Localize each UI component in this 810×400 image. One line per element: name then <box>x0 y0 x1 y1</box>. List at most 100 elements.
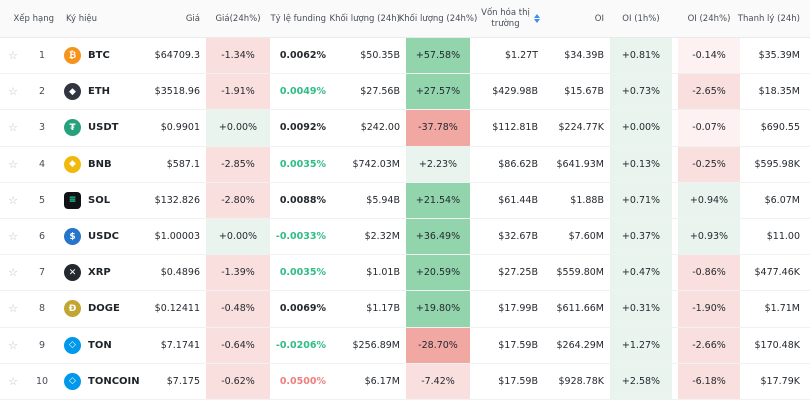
funding-rate: 0.0035% <box>279 158 326 170</box>
symbol-label: SOL <box>88 194 111 206</box>
favorite-star-icon[interactable]: ☆ <box>8 230 18 244</box>
market-cap: $27.25B <box>498 267 538 279</box>
table-row[interactable]: ☆ 1 ₿ BTC $64709.3 -1.34% 0.0062% $50.35… <box>0 38 810 75</box>
rank: 10 <box>35 375 49 387</box>
col-header-market-cap[interactable]: Vốn hóa thị trường <box>470 8 550 29</box>
table-body: ☆ 1 ₿ BTC $64709.3 -1.34% 0.0062% $50.35… <box>0 38 810 400</box>
volume-24h: $27.56B <box>360 86 400 98</box>
rank: 8 <box>38 303 46 315</box>
volume-change-24h: +2.23% <box>406 146 470 182</box>
table-row[interactable]: ☆ 10 ◇ TONCOIN $7.175 -0.62% 0.0500% $6.… <box>0 363 810 400</box>
funding-rate: 0.0088% <box>279 194 326 206</box>
symbol-label: BTC <box>88 50 110 62</box>
price: $0.9901 <box>160 122 200 134</box>
oi-24h-change: +0.94% <box>678 182 740 218</box>
symbol-label: USDC <box>88 231 119 243</box>
col-header-price-change-24h[interactable]: Giá(24h%) <box>215 13 261 24</box>
oi-24h-change: -6.18% <box>678 363 740 399</box>
symbol-cell[interactable]: ≡ SOL <box>58 183 146 218</box>
volume-24h: $2.32M <box>364 231 400 243</box>
col-header-symbol[interactable]: Ký hiệu <box>66 13 98 24</box>
oi-1h-change: +0.47% <box>610 255 672 291</box>
oi-24h-change: -0.07% <box>678 110 740 146</box>
col-header-price[interactable]: Giá <box>185 13 200 24</box>
rank: 4 <box>38 158 46 170</box>
coin-icon: Ð <box>64 300 81 318</box>
volume-24h: $256.89M <box>352 339 400 351</box>
favorite-star-icon[interactable]: ☆ <box>8 49 18 63</box>
liquidation-24h: $595.98K <box>754 158 800 170</box>
liquidation-24h: $18.35M <box>758 86 800 98</box>
market-cap: $86.62B <box>498 158 538 170</box>
price: $0.4896 <box>160 267 200 279</box>
price-change-24h: -1.91% <box>206 74 270 110</box>
table-row[interactable]: ☆ 4 ◆ BNB $587.1 -2.85% 0.0035% $742.03M… <box>0 146 810 183</box>
price-change-24h: +0.00% <box>206 218 270 255</box>
open-interest: $559.80M <box>556 267 604 279</box>
price-change-24h: -2.80% <box>206 182 270 218</box>
coin-icon: ✕ <box>64 264 81 282</box>
col-header-volume-change-24h[interactable]: Khối lượng (24h%) <box>398 13 478 24</box>
funding-rate: 0.0062% <box>279 50 326 62</box>
col-header-oi-1h[interactable]: OI (1h%) <box>622 13 660 24</box>
volume-change-24h: +27.57% <box>406 74 470 110</box>
oi-1h-change: +1.27% <box>610 327 672 363</box>
price-change-24h: -1.34% <box>206 38 270 74</box>
liquidation-24h: $690.55 <box>760 122 800 134</box>
coin-icon: $ <box>64 228 81 246</box>
favorite-star-icon[interactable]: ☆ <box>8 85 18 99</box>
price-change-24h: -2.85% <box>206 146 270 182</box>
liquidation-24h: $1.71M <box>764 303 800 315</box>
market-cap: $32.67B <box>498 231 538 243</box>
rank: 7 <box>38 267 46 279</box>
favorite-star-icon[interactable]: ☆ <box>8 302 18 316</box>
symbol-cell[interactable]: ◇ TONCOIN <box>58 364 146 399</box>
col-header-oi-24h[interactable]: OI (24h%) <box>687 13 731 24</box>
table-row[interactable]: ☆ 7 ✕ XRP $0.4896 -1.39% 0.0035% $1.01B … <box>0 255 810 292</box>
col-header-rank[interactable]: Xếp hạng <box>13 13 54 24</box>
oi-1h-change: +0.81% <box>610 38 672 74</box>
symbol-cell[interactable]: ◆ ETH <box>58 74 146 109</box>
liquidation-24h: $170.48K <box>754 339 800 351</box>
symbol-cell[interactable]: Ð DOGE <box>58 291 146 326</box>
volume-change-24h: -7.42% <box>406 363 470 399</box>
symbol-label: DOGE <box>88 303 120 315</box>
coin-icon: ◇ <box>64 336 81 354</box>
symbol-cell[interactable]: ✕ XRP <box>58 255 146 290</box>
symbol-cell[interactable]: ₮ USDT <box>58 110 146 145</box>
sort-icon[interactable] <box>533 14 540 23</box>
liquidation-24h: $11.00 <box>766 231 800 243</box>
symbol-cell[interactable]: ₿ BTC <box>58 38 146 73</box>
symbol-cell[interactable]: $ USDC <box>58 219 146 254</box>
favorite-star-icon[interactable]: ☆ <box>8 338 18 352</box>
symbol-cell[interactable]: ◇ TON <box>58 328 146 363</box>
symbol-cell[interactable]: ◆ BNB <box>58 147 146 182</box>
table-row[interactable]: ☆ 3 ₮ USDT $0.9901 +0.00% 0.0092% $242.0… <box>0 110 810 147</box>
volume-24h: $1.01B <box>366 267 400 279</box>
symbol-label: TON <box>88 339 112 351</box>
favorite-star-icon[interactable]: ☆ <box>8 121 18 135</box>
table-row[interactable]: ☆ 8 Ð DOGE $0.12411 -0.48% 0.0069% $1.17… <box>0 291 810 328</box>
col-header-open-interest[interactable]: OI <box>594 13 604 24</box>
col-header-volume-24h[interactable]: Khối lượng (24h) <box>329 13 401 24</box>
table-row[interactable]: ☆ 5 ≡ SOL $132.826 -2.80% 0.0088% $5.94B… <box>0 182 810 219</box>
market-cap: $17.59B <box>498 339 538 351</box>
favorite-star-icon[interactable]: ☆ <box>8 157 18 171</box>
col-header-liquidation-24h[interactable]: Thanh lý (24h) <box>737 13 800 24</box>
symbol-label: ETH <box>88 86 111 98</box>
favorite-star-icon[interactable]: ☆ <box>8 193 18 207</box>
table-header: Xếp hạng Ký hiệu Giá Giá(24h%) Tỷ lệ fun… <box>0 0 810 38</box>
favorite-star-icon[interactable]: ☆ <box>8 374 18 388</box>
table-row[interactable]: ☆ 6 $ USDC $1.00003 +0.00% -0.0033% $2.3… <box>0 218 810 256</box>
favorite-cell: ☆ <box>0 364 26 399</box>
favorite-star-icon[interactable]: ☆ <box>8 266 18 280</box>
col-header-funding-rate[interactable]: Tỷ lệ funding <box>270 13 326 24</box>
table-row[interactable]: ☆ 9 ◇ TON $7.1741 -0.64% -0.0206% $256.8… <box>0 327 810 364</box>
market-cap: $17.99B <box>498 303 538 315</box>
volume-24h: $242.00 <box>360 122 400 134</box>
oi-24h-change: -0.14% <box>678 38 740 74</box>
symbol-label: XRP <box>88 267 111 279</box>
table-row[interactable]: ☆ 2 ◆ ETH $3518.96 -1.91% 0.0049% $27.56… <box>0 74 810 111</box>
favorite-cell: ☆ <box>0 147 26 182</box>
